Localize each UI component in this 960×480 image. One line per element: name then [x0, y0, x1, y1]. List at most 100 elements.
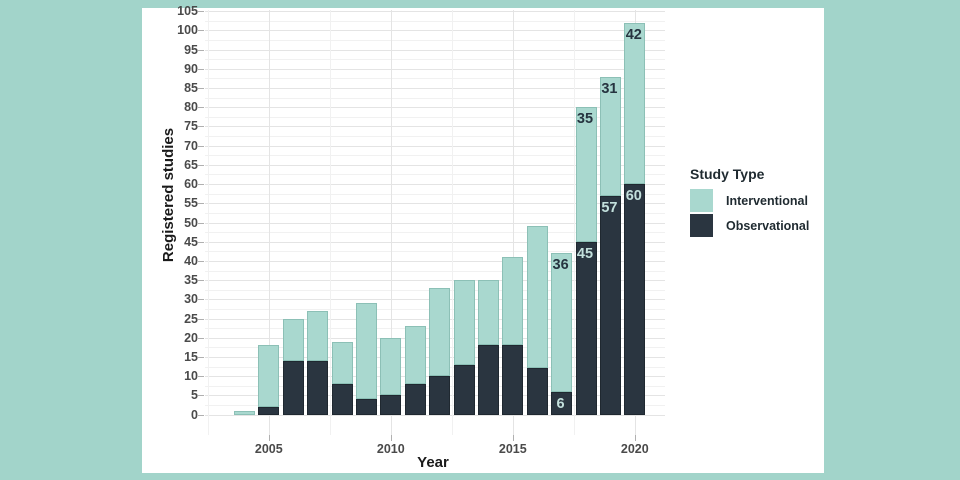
y-tick-label: 40: [184, 253, 198, 268]
grid-major-line: [205, 107, 665, 109]
grid-major-line: [205, 49, 665, 51]
bar-segment-observational-2015: [502, 345, 524, 415]
y-tick-label: 80: [184, 100, 198, 115]
grid-minor-line: [205, 59, 665, 61]
chart-figure: Registered studies Year Study Type Inter…: [142, 4, 824, 473]
y-tick-mark: [198, 88, 204, 90]
x-tick-mark: [268, 435, 270, 441]
bar-segment-interventional-2018: [575, 107, 597, 242]
y-tick-mark: [198, 164, 204, 166]
y-tick-label: 60: [184, 177, 198, 192]
y-tick-label: 105: [177, 4, 198, 19]
grid-minor-line: [205, 212, 665, 214]
bar-segment-observational-2017: [551, 391, 573, 415]
grid-major-line: [205, 184, 665, 186]
y-tick-mark: [198, 68, 204, 70]
bar-segment-interventional-2011: [404, 326, 426, 384]
y-tick-label: 65: [184, 157, 198, 172]
y-tick-label: 55: [184, 196, 198, 211]
bar-value-label-2020-observational: 60: [625, 188, 642, 205]
bar-segment-interventional-2019: [599, 76, 621, 196]
grid-minor-line: [207, 10, 209, 435]
bar-segment-interventional-2016: [526, 226, 548, 369]
bar-segment-observational-2019: [599, 195, 621, 415]
y-tick-mark: [198, 260, 204, 262]
y-tick-label: 35: [184, 273, 198, 288]
interventional-swatch-icon: [690, 189, 713, 212]
grid-major-line: [205, 126, 665, 128]
bar-segment-observational-2005: [258, 406, 280, 415]
bar-segment-observational-2013: [453, 364, 475, 415]
bar-segment-observational-2007: [307, 360, 329, 415]
grid-minor-line: [205, 40, 665, 41]
x-tick-mark: [634, 435, 636, 441]
bar-segment-observational-2014: [477, 345, 499, 415]
bar-segment-observational-2020: [624, 184, 646, 415]
y-tick-label: 50: [184, 215, 198, 230]
y-tick-mark: [198, 299, 204, 301]
bar-value-label-2017-interventional: 36: [552, 257, 569, 274]
y-tick-mark: [198, 107, 204, 109]
grid-minor-line: [205, 155, 665, 157]
bar-segment-interventional-2004: [233, 410, 255, 415]
grid-major-line: [205, 11, 665, 13]
bar-value-label-2019-interventional: 31: [601, 80, 618, 97]
bar-value-label-2017-observational: 6: [556, 395, 565, 412]
bar-segment-observational-2011: [404, 383, 426, 415]
legend-item-interventional: Interventional: [690, 189, 809, 212]
bar-value-label-2020-interventional: 42: [625, 26, 642, 43]
bar-segment-observational-2012: [429, 376, 451, 415]
bar-segment-observational-2018: [575, 241, 597, 415]
bar-segment-interventional-2005: [258, 345, 280, 407]
grid-major-line: [205, 30, 665, 32]
y-tick-label: 20: [184, 330, 198, 345]
y-tick-label: 25: [184, 311, 198, 326]
grid-minor-line: [329, 10, 331, 435]
grid-minor-line: [205, 136, 665, 138]
y-tick-label: 0: [191, 407, 198, 422]
y-tick-label: 95: [184, 42, 198, 57]
bar-segment-observational-2009: [355, 399, 377, 415]
y-tick-mark: [198, 203, 204, 205]
grid-minor-line: [205, 78, 665, 80]
bar-value-label-2018-interventional: 35: [576, 111, 594, 128]
y-tick-label: 90: [184, 61, 198, 76]
x-tick-mark: [390, 435, 392, 441]
legend-title: Study Type: [690, 166, 765, 182]
x-tick-label: 2020: [620, 442, 649, 456]
grid-minor-line: [573, 10, 575, 435]
bar-segment-interventional-2020: [624, 22, 646, 185]
grid-minor-line: [205, 232, 665, 234]
grid-major-line: [205, 414, 665, 416]
grid-major-line: [205, 164, 665, 166]
y-tick-mark: [198, 30, 204, 32]
grid-major-line: [205, 203, 665, 205]
bar-segment-interventional-2013: [453, 280, 475, 365]
grid-major-line: [390, 10, 392, 435]
bar-segment-interventional-2008: [331, 341, 353, 384]
legend-item-observational: Observational: [690, 214, 809, 237]
y-tick-label: 15: [184, 349, 198, 364]
grid-minor-line: [205, 193, 665, 195]
grid-major-line: [205, 260, 665, 262]
bar-segment-observational-2008: [331, 383, 353, 415]
grid-major-line: [205, 145, 665, 147]
y-tick-label: 70: [184, 138, 198, 153]
y-tick-mark: [198, 280, 204, 282]
y-tick-mark: [198, 395, 204, 397]
y-tick-mark: [198, 184, 204, 186]
y-tick-label: 45: [184, 234, 198, 249]
bar-segment-interventional-2015: [502, 257, 524, 346]
bar-segment-interventional-2012: [429, 287, 451, 377]
grid-major-line: [205, 280, 665, 282]
grid-minor-line: [205, 251, 665, 253]
y-tick-mark: [198, 49, 204, 51]
observational-swatch-icon: [690, 214, 713, 237]
bar-segment-interventional-2017: [551, 253, 573, 392]
y-tick-mark: [198, 376, 204, 378]
y-tick-label: 30: [184, 292, 198, 307]
legend: Study Type Interventional Observational: [690, 166, 809, 239]
y-tick-mark: [198, 11, 204, 13]
bar-segment-interventional-2007: [307, 310, 329, 361]
bar-segment-interventional-2014: [477, 280, 499, 346]
